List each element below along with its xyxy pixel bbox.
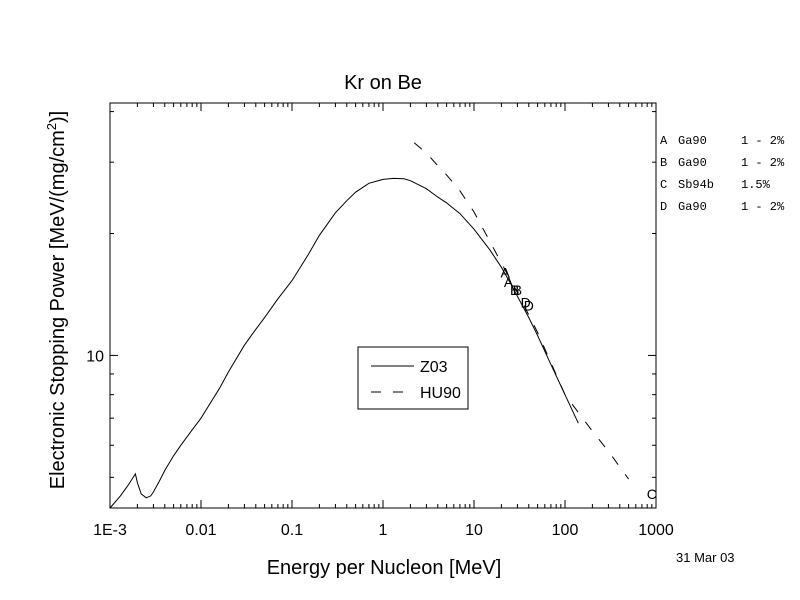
- x-tick-label: 1E-3: [93, 522, 127, 539]
- plot-frame: [109, 102, 657, 509]
- chart-title: Kr on Be: [344, 72, 422, 94]
- reference-key: D: [660, 200, 667, 214]
- x-tick-label: 100: [552, 522, 579, 539]
- reference-source: Sb94b: [678, 178, 714, 192]
- x-tick-label: 10: [465, 522, 483, 539]
- data-curves: [109, 142, 630, 509]
- x-tick-label: 1000: [638, 522, 674, 539]
- legend-label-hu90: HU90: [420, 385, 461, 402]
- x-axis-label: Energy per Nucleon [MeV]: [267, 557, 502, 579]
- reference-key: A: [660, 134, 668, 148]
- series-line-z03: [109, 177, 579, 509]
- legend-label-z03: Z03: [420, 359, 448, 376]
- x-tick-label: 1: [379, 522, 388, 539]
- x-tick-label: 0.1: [281, 522, 303, 539]
- reference-key: C: [660, 178, 667, 192]
- reference-uncertainty: 1.5%: [741, 178, 771, 192]
- date-stamp: 31 Mar 03: [676, 550, 735, 565]
- x-tick-labels: 1E-3 0.01 0.1 1 10 100 1000: [93, 522, 674, 539]
- data-point-d: D: [524, 297, 534, 313]
- data-point-b: B: [513, 282, 522, 298]
- y-tick-label: 10: [86, 348, 104, 365]
- data-point-a: A: [504, 274, 514, 290]
- reference-source: Ga90: [678, 200, 707, 214]
- reference-uncertainty: 1 - 2%: [741, 200, 785, 214]
- axis-ticks: [109, 103, 657, 508]
- reference-key: B: [660, 156, 667, 170]
- data-point-b: B: [510, 282, 519, 298]
- reference-list: A Ga90 1 - 2% B Ga90 1 - 2% C Sb94b 1.5% D Ga90 1 -…: [660, 134, 785, 214]
- reference-uncertainty: 1 - 2%: [741, 156, 785, 170]
- reference-source: Ga90: [678, 134, 707, 148]
- legend: Z03 HU90: [357, 346, 469, 410]
- x-tick-label: 0.01: [185, 522, 216, 539]
- reference-source: Ga90: [678, 156, 707, 170]
- data-point-c: C: [647, 486, 657, 502]
- series-line-hu90: [413, 142, 630, 480]
- legend-box: [357, 346, 469, 410]
- data-point-a: A: [500, 265, 510, 281]
- y-axis-label: Electronic Stopping Power [MeV/(mg/cm2)]: [44, 111, 69, 489]
- data-point-d: D: [521, 295, 531, 311]
- reference-uncertainty: 1 - 2%: [741, 134, 785, 148]
- y-tick-labels: 10: [86, 348, 104, 365]
